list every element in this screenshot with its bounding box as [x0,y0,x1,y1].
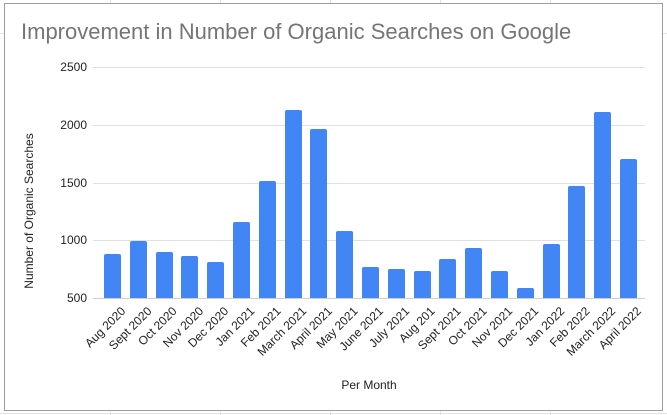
gridline [93,298,645,299]
bar[interactable] [155,252,173,298]
bar[interactable] [594,111,612,298]
bar[interactable] [620,159,637,298]
y-tick-label: 2500 [60,60,87,74]
bar[interactable] [516,288,534,298]
bar[interactable] [362,267,379,298]
bar[interactable] [439,258,457,298]
bar[interactable] [104,254,121,298]
bar[interactable] [542,243,560,298]
y-tick-label: 1500 [60,176,87,190]
bar[interactable] [310,128,328,298]
bar[interactable] [284,109,302,298]
bar[interactable] [207,262,225,298]
bar[interactable] [387,268,405,298]
x-axis-title: Per Month [341,378,397,392]
bar[interactable] [129,241,147,298]
chart-container[interactable] [4,3,663,411]
y-tick-label: 2000 [60,118,87,132]
bar[interactable] [413,270,431,298]
gridline [93,67,645,68]
bar[interactable] [181,256,199,298]
bar[interactable] [233,222,250,298]
gridline [93,183,645,184]
bar[interactable] [258,181,276,298]
bar[interactable] [568,185,586,298]
gridline [93,240,645,241]
chart-title: Improvement in Number of Organic Searche… [21,19,572,44]
gridline [93,125,645,126]
bar[interactable] [465,247,483,298]
y-tick-label: 1000 [60,233,87,247]
bar[interactable] [336,231,354,298]
bar[interactable] [491,270,508,298]
y-tick-label: 500 [66,291,87,305]
